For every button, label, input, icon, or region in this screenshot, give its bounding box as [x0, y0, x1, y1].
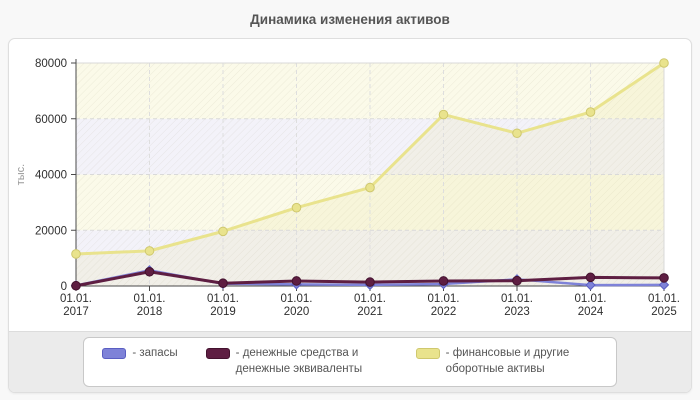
svg-text:01.01.: 01.01. — [354, 293, 386, 305]
svg-text:0: 0 — [61, 281, 67, 293]
svg-text:2017: 2017 — [63, 306, 89, 318]
legend-strip: - запасы - денежные средства и денежные … — [9, 331, 691, 392]
svg-text:2023: 2023 — [504, 306, 530, 318]
legend-swatch-financial — [415, 348, 440, 360]
svg-text:01.01.: 01.01. — [60, 293, 92, 305]
svg-text:2020: 2020 — [284, 306, 310, 318]
legend-item-cash: - денежные средства и денежные эквивален… — [205, 346, 388, 377]
legend-label: - финансовые и другие оборотные активы — [445, 347, 570, 375]
legend-swatch-zapasy — [102, 348, 127, 360]
svg-text:20000: 20000 — [35, 225, 67, 237]
svg-text:тыс.: тыс. — [15, 164, 27, 186]
legend-label: - денежные средства и денежные эквивален… — [235, 347, 363, 375]
svg-text:60000: 60000 — [35, 114, 67, 126]
svg-text:2019: 2019 — [210, 306, 236, 318]
legend: - запасы - денежные средства и денежные … — [83, 337, 617, 387]
svg-text:01.01.: 01.01. — [207, 293, 239, 305]
plot-region: 0 20000 40000 60000 80000 01.01. 2017 01.01. 201… — [9, 39, 691, 331]
svg-text:2021: 2021 — [357, 306, 383, 318]
chart-card: 0 20000 40000 60000 80000 01.01. 2017 01.01. 201… — [8, 38, 692, 393]
svg-text:2024: 2024 — [578, 306, 604, 318]
svg-text:2018: 2018 — [137, 306, 163, 318]
svg-text:80000: 80000 — [35, 58, 67, 70]
legend-item-financial: - финансовые и другие оборотные активы — [415, 346, 598, 377]
legend-item-zapasy: - запасы — [102, 346, 178, 362]
svg-text:2025: 2025 — [651, 306, 677, 318]
legend-label: - запасы — [132, 347, 178, 360]
line-chart: 02000040000600008000001.01.201701.01.201… — [15, 58, 680, 318]
svg-text:01.01.: 01.01. — [575, 293, 607, 305]
svg-text:01.01.: 01.01. — [134, 293, 166, 305]
svg-text:01.01.: 01.01. — [648, 293, 680, 305]
svg-text:01.01.: 01.01. — [428, 293, 460, 305]
svg-text:01.01.: 01.01. — [501, 293, 533, 305]
svg-text:01.01.: 01.01. — [281, 293, 313, 305]
svg-text:40000: 40000 — [35, 170, 67, 182]
legend-swatch-cash — [205, 348, 230, 360]
svg-text:2022: 2022 — [431, 306, 457, 318]
chart-title: Динамика изменения активов — [250, 12, 450, 27]
